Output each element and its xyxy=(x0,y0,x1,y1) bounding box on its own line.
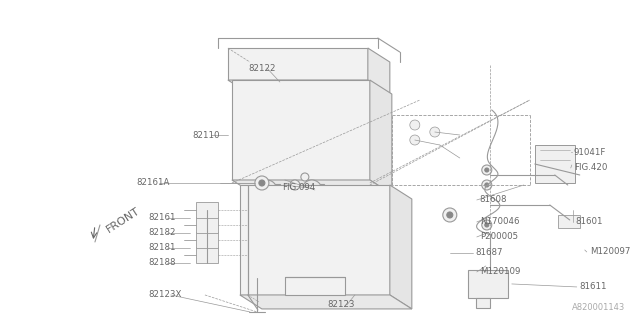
Text: 82161: 82161 xyxy=(148,213,175,222)
Circle shape xyxy=(263,186,271,194)
Text: 81601: 81601 xyxy=(576,218,604,227)
Text: FIG.420: FIG.420 xyxy=(573,164,607,172)
Circle shape xyxy=(484,223,489,227)
Text: M120109: M120109 xyxy=(480,268,520,276)
Polygon shape xyxy=(196,217,218,233)
Text: 81608: 81608 xyxy=(480,196,508,204)
Circle shape xyxy=(290,180,300,190)
Polygon shape xyxy=(260,184,280,196)
Text: A820001143: A820001143 xyxy=(572,303,625,312)
Circle shape xyxy=(302,180,322,200)
Polygon shape xyxy=(240,295,412,309)
Text: 82181: 82181 xyxy=(148,244,175,252)
Polygon shape xyxy=(368,48,390,94)
Circle shape xyxy=(482,180,492,190)
Text: M120097: M120097 xyxy=(589,247,630,256)
Text: 82123X: 82123X xyxy=(148,291,181,300)
Polygon shape xyxy=(558,215,580,228)
Text: 82110: 82110 xyxy=(192,131,220,140)
Polygon shape xyxy=(468,270,508,298)
Polygon shape xyxy=(196,232,218,248)
Circle shape xyxy=(484,168,489,172)
Text: 82161A: 82161A xyxy=(136,179,170,188)
Circle shape xyxy=(308,186,316,194)
Polygon shape xyxy=(304,184,324,196)
Text: 81687: 81687 xyxy=(476,248,503,258)
Circle shape xyxy=(447,212,453,218)
Text: 81611: 81611 xyxy=(580,283,607,292)
Text: N170046: N170046 xyxy=(480,218,519,227)
Circle shape xyxy=(443,208,457,222)
Polygon shape xyxy=(196,247,218,263)
Circle shape xyxy=(257,180,277,200)
Circle shape xyxy=(482,165,492,175)
Text: FIG.094: FIG.094 xyxy=(282,183,315,193)
Polygon shape xyxy=(476,298,490,308)
Circle shape xyxy=(255,176,269,190)
Text: FRONT: FRONT xyxy=(105,205,142,235)
Polygon shape xyxy=(232,80,370,180)
Polygon shape xyxy=(390,185,412,309)
Circle shape xyxy=(430,127,440,137)
Circle shape xyxy=(484,183,489,187)
Text: 91041F: 91041F xyxy=(573,148,606,156)
Polygon shape xyxy=(370,80,392,194)
Circle shape xyxy=(410,135,420,145)
Circle shape xyxy=(410,120,420,130)
Circle shape xyxy=(259,180,265,186)
Polygon shape xyxy=(196,202,218,218)
Polygon shape xyxy=(535,145,575,183)
Text: 82122: 82122 xyxy=(248,64,275,73)
Text: 82123: 82123 xyxy=(328,300,355,309)
Polygon shape xyxy=(285,277,345,295)
Polygon shape xyxy=(240,185,390,295)
Polygon shape xyxy=(228,48,368,80)
Circle shape xyxy=(482,220,492,230)
Text: 82188: 82188 xyxy=(148,259,175,268)
Polygon shape xyxy=(232,180,392,194)
Text: 82182: 82182 xyxy=(148,228,175,237)
Circle shape xyxy=(301,173,309,181)
Polygon shape xyxy=(228,80,390,94)
Text: P200005: P200005 xyxy=(480,232,518,242)
